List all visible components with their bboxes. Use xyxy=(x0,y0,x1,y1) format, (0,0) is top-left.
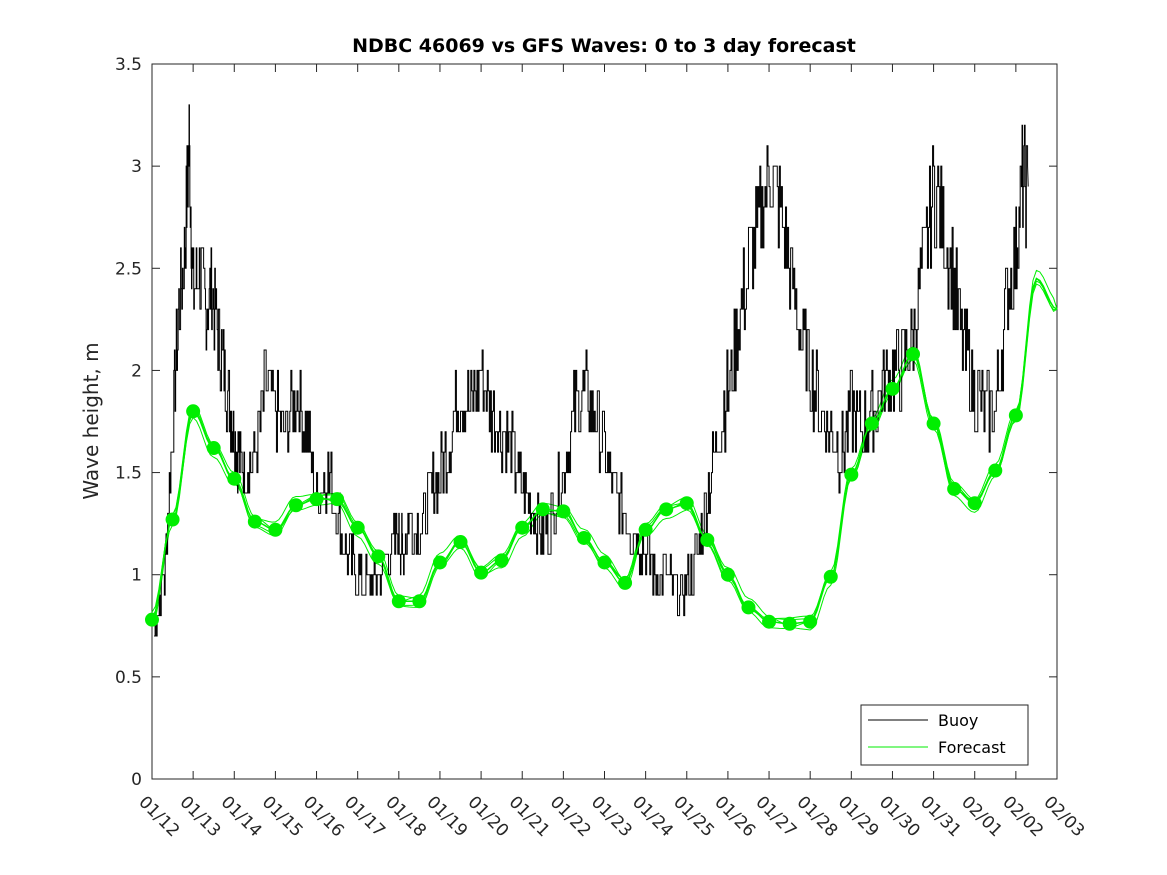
legend-box xyxy=(860,704,1029,766)
forecast-marker xyxy=(474,565,489,580)
forecast-marker xyxy=(906,347,921,362)
x-tick-label: 01/12 xyxy=(134,792,183,841)
x-tick-label: 01/28 xyxy=(793,792,842,841)
forecast-marker xyxy=(947,481,962,496)
legend: Buoy Forecast xyxy=(860,704,1029,766)
forecast-marker xyxy=(453,535,468,550)
forecast-marker xyxy=(700,532,715,547)
x-tick-label: 01/27 xyxy=(752,792,801,841)
x-tick-label: 01/23 xyxy=(587,792,636,841)
forecast-marker xyxy=(988,463,1003,478)
x-tick-label: 02/01 xyxy=(957,792,1006,841)
forecast-marker xyxy=(823,569,838,584)
y-tick-label: 1 xyxy=(131,566,142,586)
forecast-marker xyxy=(350,520,365,535)
forecast-marker xyxy=(412,594,427,609)
y-tick-label: 0 xyxy=(131,770,142,790)
y-axis-label: Wave height, m xyxy=(79,342,103,499)
forecast-marker xyxy=(186,404,201,419)
forecast-marker xyxy=(165,512,180,527)
y-tick-label: 0.5 xyxy=(115,668,142,688)
x-tick-label: 01/19 xyxy=(422,792,471,841)
x-tick-label: 01/21 xyxy=(505,792,554,841)
forecast-marker xyxy=(556,504,571,519)
forecast-marker xyxy=(597,555,612,570)
forecast-marker xyxy=(494,553,509,568)
forecast-marker xyxy=(803,614,818,629)
forecast-marker xyxy=(885,381,900,396)
forecast-marker xyxy=(535,502,550,517)
forecast-marker xyxy=(288,498,303,513)
forecast-marker xyxy=(679,496,694,511)
forecast-marker xyxy=(844,467,859,482)
x-tick-label: 01/17 xyxy=(340,792,389,841)
forecast-marker xyxy=(720,567,735,582)
x-tick-label: 01/26 xyxy=(710,792,759,841)
forecast-marker xyxy=(247,514,262,529)
forecast-marker xyxy=(659,502,674,517)
forecast-marker xyxy=(618,575,633,590)
forecast-marker xyxy=(576,530,591,545)
forecast-marker xyxy=(391,594,406,609)
x-tick-label: 01/30 xyxy=(875,792,924,841)
y-tick-label: 3 xyxy=(131,157,142,177)
forecast-marker xyxy=(145,612,159,627)
x-tick-label: 01/16 xyxy=(299,792,348,841)
forecast-marker xyxy=(1008,408,1023,423)
forecast-marker xyxy=(227,471,242,486)
x-tick-label: 01/22 xyxy=(546,792,595,841)
forecast-marker xyxy=(864,416,879,431)
forecast-marker xyxy=(515,520,530,535)
forecast-markers xyxy=(145,347,1023,631)
x-tick-label: 01/24 xyxy=(628,792,677,841)
forecast-marker xyxy=(762,614,777,629)
y-tick-label: 3.5 xyxy=(115,55,142,75)
x-tick-label: 02/02 xyxy=(998,792,1047,841)
chart-title: NDBC 46069 vs GFS Waves: 0 to 3 day fore… xyxy=(352,35,856,57)
x-tick-label: 01/14 xyxy=(217,792,266,841)
x-tick-label: 01/18 xyxy=(381,792,430,841)
forecast-marker xyxy=(432,555,447,570)
forecast-marker xyxy=(926,416,941,431)
forecast-marker xyxy=(967,496,982,511)
x-tick-label: 01/15 xyxy=(258,792,307,841)
forecast-marker xyxy=(741,600,756,615)
legend-buoy-label: Buoy xyxy=(938,711,978,730)
y-tick-label: 2 xyxy=(131,361,142,381)
y-tick-label: 1.5 xyxy=(115,464,142,484)
forecast-marker xyxy=(309,492,324,507)
forecast-marker xyxy=(330,492,345,507)
y-tick-label: 2.5 xyxy=(115,259,142,279)
forecast-marker xyxy=(268,522,283,537)
x-tick-label: 01/13 xyxy=(176,792,225,841)
x-tick-label: 01/20 xyxy=(464,792,513,841)
x-tick-label: 01/29 xyxy=(834,792,883,841)
y-axis-ticks: 0 0.5 1 1.5 2 2.5 3 3.5 xyxy=(115,55,1057,790)
x-tick-label: 01/31 xyxy=(916,792,965,841)
forecast-marker xyxy=(638,522,653,537)
x-tick-label: 01/25 xyxy=(669,792,718,841)
x-tick-label: 02/03 xyxy=(1039,792,1088,841)
forecast-marker xyxy=(782,616,797,631)
forecast-marker xyxy=(371,549,386,564)
legend-forecast-label: Forecast xyxy=(938,738,1006,757)
forecast-marker xyxy=(206,441,221,456)
